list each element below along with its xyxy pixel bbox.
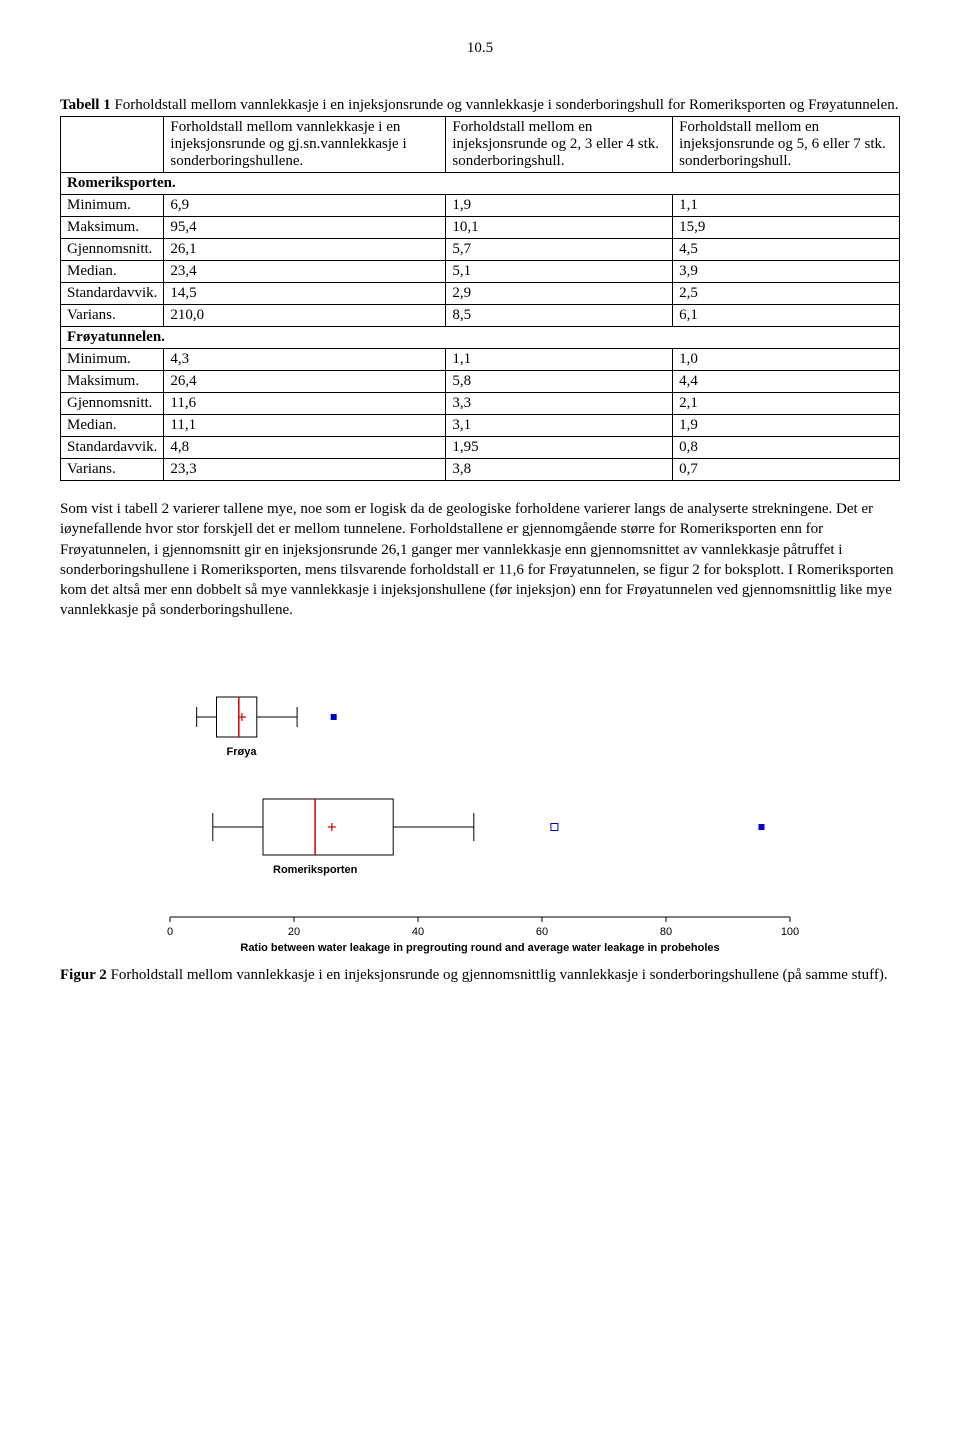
table-cell: 2,9 <box>446 283 673 305</box>
axis-tick-label: 20 <box>288 926 300 938</box>
table-row-label: Minimum. <box>61 349 164 371</box>
table-section-row: Frøyatunnelen. <box>61 327 900 349</box>
table-cell: 3,1 <box>446 415 673 437</box>
table-cell: 3,9 <box>673 261 900 283</box>
body-paragraph: Som vist i tabell 2 varierer tallene mye… <box>60 499 900 621</box>
table-row: Gjennomsnitt.26,15,74,5 <box>61 239 900 261</box>
table-caption-text: Forholdstall mellom vannlekkasje i en in… <box>111 97 899 113</box>
table-cell: 0,7 <box>673 459 900 481</box>
table-cell: 95,4 <box>164 217 446 239</box>
table-cell: 14,5 <box>164 283 446 305</box>
table-row: Median.11,13,11,9 <box>61 415 900 437</box>
table-cell: 1,95 <box>446 437 673 459</box>
table-row-label: Maksimum. <box>61 217 164 239</box>
table-header-cell: Forholdstall mellom en injeksjonsrunde o… <box>446 117 673 173</box>
table-row-label: Median. <box>61 261 164 283</box>
table-cell: 15,9 <box>673 217 900 239</box>
table-caption: Tabell 1 Forholdstall mellom vannlekkasj… <box>60 97 900 114</box>
table-row: Varians.23,33,80,7 <box>61 459 900 481</box>
table-row-label: Standardavvik. <box>61 283 164 305</box>
table-cell: 3,8 <box>446 459 673 481</box>
table-row-label: Standardavvik. <box>61 437 164 459</box>
table-row-label: Gjennomsnitt. <box>61 239 164 261</box>
figure-caption-prefix: Figur 2 <box>60 967 107 983</box>
table-cell: 6,1 <box>673 305 900 327</box>
table-header-row: Forholdstall mellom vannlekkasje i en in… <box>61 117 900 173</box>
table-section-title: Romeriksporten. <box>61 173 900 195</box>
table-cell: 4,5 <box>673 239 900 261</box>
table-cell: 5,1 <box>446 261 673 283</box>
table-cell: 1,1 <box>446 349 673 371</box>
table-cell: 5,8 <box>446 371 673 393</box>
axis-tick-label: 60 <box>536 926 548 938</box>
boxplot-chart: Frøya Romeriksporten 0 20 40 60 80 100 Ratio bet… <box>130 637 830 957</box>
table-header-cell: Forholdstall mellom en injeksjonsrunde o… <box>673 117 900 173</box>
table-cell: 0,8 <box>673 437 900 459</box>
table-cell: 4,4 <box>673 371 900 393</box>
table-row: Median.23,45,13,9 <box>61 261 900 283</box>
table-cell: 23,4 <box>164 261 446 283</box>
table-row-label: Varians. <box>61 305 164 327</box>
axis-tick-label: 0 <box>167 926 173 938</box>
table-caption-prefix: Tabell 1 <box>60 97 111 113</box>
page-number: 10.5 <box>60 40 900 57</box>
table-cell: 4,3 <box>164 349 446 371</box>
table-row-label: Gjennomsnitt. <box>61 393 164 415</box>
table-row: Varians.210,08,56,1 <box>61 305 900 327</box>
table-row: Maksimum.26,45,84,4 <box>61 371 900 393</box>
table-section-title: Frøyatunnelen. <box>61 327 900 349</box>
table-cell: 8,5 <box>446 305 673 327</box>
table-cell: 1,9 <box>673 415 900 437</box>
table-row-label: Varians. <box>61 459 164 481</box>
table-cell: 11,6 <box>164 393 446 415</box>
table-cell: 1,9 <box>446 195 673 217</box>
table-cell: 5,7 <box>446 239 673 261</box>
table-row: Gjennomsnitt.11,63,32,1 <box>61 393 900 415</box>
table-section-row: Romeriksporten. <box>61 173 900 195</box>
ratios-table: Forholdstall mellom vannlekkasje i en in… <box>60 116 900 481</box>
axis-tick-label: 40 <box>412 926 424 938</box>
table-row: Maksimum.95,410,115,9 <box>61 217 900 239</box>
table-row-label: Minimum. <box>61 195 164 217</box>
table-cell: 11,1 <box>164 415 446 437</box>
table-cell: 23,3 <box>164 459 446 481</box>
figure-caption: Figur 2 Forholdstall mellom vannlekkasje… <box>60 967 900 984</box>
table-cell: 1,0 <box>673 349 900 371</box>
table-cell: 6,9 <box>164 195 446 217</box>
table-cell: 3,3 <box>446 393 673 415</box>
axis-tick-label: 80 <box>660 926 672 938</box>
table-cell: 26,4 <box>164 371 446 393</box>
table-row: Standardavvik.14,52,92,5 <box>61 283 900 305</box>
table-row: Standardavvik.4,81,950,8 <box>61 437 900 459</box>
table-row-label: Maksimum. <box>61 371 164 393</box>
boxplot-series-label: Romeriksporten <box>273 864 358 876</box>
table-row-label: Median. <box>61 415 164 437</box>
table-row: Minimum.6,91,91,1 <box>61 195 900 217</box>
table-cell: 210,0 <box>164 305 446 327</box>
table-cell: 10,1 <box>446 217 673 239</box>
table-cell: 1,1 <box>673 195 900 217</box>
figure-caption-text: Forholdstall mellom vannlekkasje i en in… <box>107 967 888 983</box>
x-axis-label: Ratio between water leakage in pregrouti… <box>240 942 719 954</box>
table-cell: 2,1 <box>673 393 900 415</box>
table-header-cell <box>61 117 164 173</box>
table-cell: 2,5 <box>673 283 900 305</box>
table-cell: 26,1 <box>164 239 446 261</box>
boxplot-series-label: Frøya <box>227 746 258 758</box>
table-row: Minimum.4,31,11,0 <box>61 349 900 371</box>
table-header-cell: Forholdstall mellom vannlekkasje i en in… <box>164 117 446 173</box>
table-cell: 4,8 <box>164 437 446 459</box>
axis-tick-label: 100 <box>781 926 799 938</box>
